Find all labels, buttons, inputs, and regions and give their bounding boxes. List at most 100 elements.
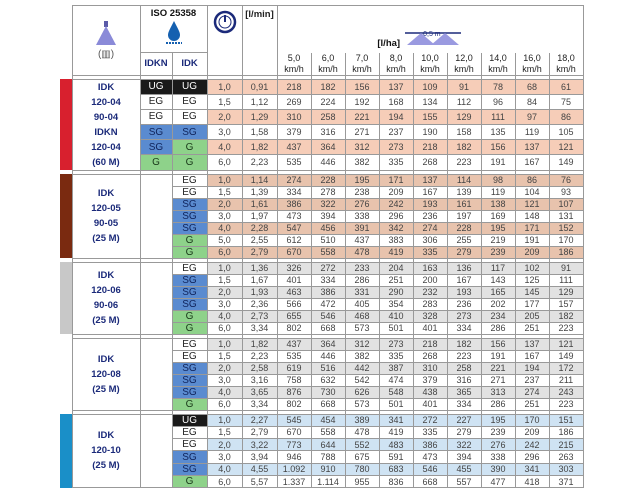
- rate-value: 272: [310, 261, 346, 275]
- rate-value: 296: [378, 209, 414, 223]
- nozzle-name-line: IDK: [97, 270, 115, 281]
- rate-value: 334: [310, 273, 346, 287]
- idkn-class: SG: [139, 123, 173, 141]
- flow-value: 3,22: [241, 438, 278, 452]
- rate-value: 251: [378, 273, 414, 287]
- rate-value: 168: [378, 93, 414, 110]
- rate-value: 573: [344, 321, 380, 335]
- rate-value: 125: [514, 273, 550, 287]
- rate-value: 419: [378, 425, 414, 440]
- nozzle-icon-cell: (▥): [71, 5, 141, 76]
- rate-value: 86: [548, 108, 584, 125]
- speed-value: 16,0: [523, 52, 541, 63]
- rate-value: 670: [276, 245, 312, 259]
- flow-value: 1,12: [241, 93, 278, 110]
- table-row: SG 4,0 4,55 1.092 910 780 683 546 455 390 341 303: [60, 462, 584, 476]
- speed-value: 10,0: [421, 52, 439, 63]
- rate-value: 97: [514, 108, 550, 125]
- idk-class: G: [171, 397, 208, 411]
- rate-header: [l/ha] 0,5 m: [276, 5, 584, 53]
- rate-value: 655: [276, 309, 312, 323]
- rate-value: 316: [446, 373, 482, 387]
- flow-value: 3,34: [241, 321, 278, 335]
- rate-value: 463: [276, 285, 312, 299]
- rate-value: 322: [446, 438, 482, 452]
- idk-class: SG: [171, 221, 208, 235]
- pressure-value: 4,0: [206, 139, 243, 156]
- rate-value: 243: [548, 385, 584, 399]
- pressure-value: 6,0: [206, 397, 243, 411]
- speed-unit: km/h: [352, 63, 372, 74]
- rate-value: 211: [548, 373, 584, 387]
- flow-value: 1,67: [241, 273, 278, 287]
- flow-value: 5,57: [241, 474, 278, 488]
- rate-value: 545: [276, 413, 312, 427]
- rate-value: 542: [344, 373, 380, 387]
- rate-value: 170: [514, 413, 550, 427]
- pressure-value: 2,0: [206, 197, 243, 211]
- rate-value: 338: [480, 450, 516, 464]
- rate-value: 269: [276, 93, 312, 110]
- table-row: G 6,0 3,34 802 668 573 501 401 334 286 251 223: [60, 397, 584, 411]
- rate-value: 1.092: [276, 462, 312, 476]
- idk-class: G: [171, 245, 208, 259]
- nozzle-name-line: (25 M): [92, 315, 120, 326]
- speed-header: 18,0 km/h: [548, 52, 584, 76]
- rate-value: 119: [480, 185, 516, 199]
- table-row: G 4,0 2,73 655 546 468 410 328 273 234 205 182: [60, 309, 584, 323]
- table-row: EG 1,5 1,39 334 278 238 209 167 139 119 104 93: [60, 185, 584, 199]
- rate-value: 371: [548, 474, 584, 488]
- rate-value: 379: [412, 373, 448, 387]
- speed-unit: km/h: [488, 63, 508, 74]
- rate-value: 335: [378, 154, 414, 171]
- rate-value: 836: [378, 474, 414, 488]
- pressure-value: 6,0: [206, 245, 243, 259]
- idk-class: G: [171, 154, 208, 171]
- pressure-value: 6,0: [206, 154, 243, 171]
- idk-class: G: [171, 139, 208, 156]
- rate-value: 223: [446, 349, 482, 363]
- rate-value: 75: [548, 93, 584, 110]
- idkn-empty: [139, 261, 173, 335]
- rate-value: 272: [412, 413, 448, 427]
- nozzle-name-line: 120-04: [91, 141, 121, 153]
- speed-header: 8,0 km/h: [378, 52, 414, 76]
- pressure-value: 4,0: [206, 462, 243, 476]
- nozzle-name-line: 120-10: [91, 445, 121, 457]
- nozzle-name-line: 90-05: [93, 218, 119, 229]
- rate-value: 773: [276, 438, 312, 452]
- rate-value: 237: [378, 123, 414, 141]
- rate-value: 238: [344, 185, 380, 199]
- rate-value: 668: [310, 397, 346, 411]
- idkn-class: EG: [139, 93, 173, 110]
- rate-value: 200: [412, 273, 448, 287]
- rate-value: 195: [480, 221, 516, 235]
- table-row: IDK 120-10 (25 M) UG 1,0 2,27 545 454 389 341 272 2…: [60, 413, 584, 488]
- rate-value: 410: [378, 309, 414, 323]
- idk-class: SG: [171, 297, 208, 311]
- nozzle-name: IDK 120-04 90-04 IDKN 120-04 (60 M): [71, 78, 141, 171]
- table-row: EG 1,5 2,79 670 558 478 419 335 279 239 209 186: [60, 425, 584, 440]
- rate-value: 387: [378, 361, 414, 375]
- nozzle-name-line: IDKN: [94, 126, 118, 138]
- rate-value: 251: [514, 321, 550, 335]
- flow-value: 1,39: [241, 185, 278, 199]
- rate-value: 535: [276, 349, 312, 363]
- flow-value: 2,27: [241, 413, 278, 427]
- rate-value: 111: [480, 108, 516, 125]
- rate-value: 364: [310, 139, 346, 156]
- rate-value: 516: [310, 361, 346, 375]
- rate-value: 76: [548, 173, 584, 187]
- rate-value: 161: [446, 197, 482, 211]
- speed-value: 6,0: [321, 52, 335, 63]
- rate-value: 438: [412, 385, 448, 399]
- rate-value: 111: [548, 273, 584, 287]
- speed-header: 5,0 km/h: [276, 52, 312, 76]
- rate-value: 401: [276, 273, 312, 287]
- rate-value: 510: [310, 233, 346, 247]
- rate-value: 341: [378, 413, 414, 427]
- rate-value: 255: [446, 233, 482, 247]
- rate-value: 191: [480, 154, 516, 171]
- rate-value: 910: [310, 462, 346, 476]
- nozzle-name-line: IDK: [97, 188, 115, 199]
